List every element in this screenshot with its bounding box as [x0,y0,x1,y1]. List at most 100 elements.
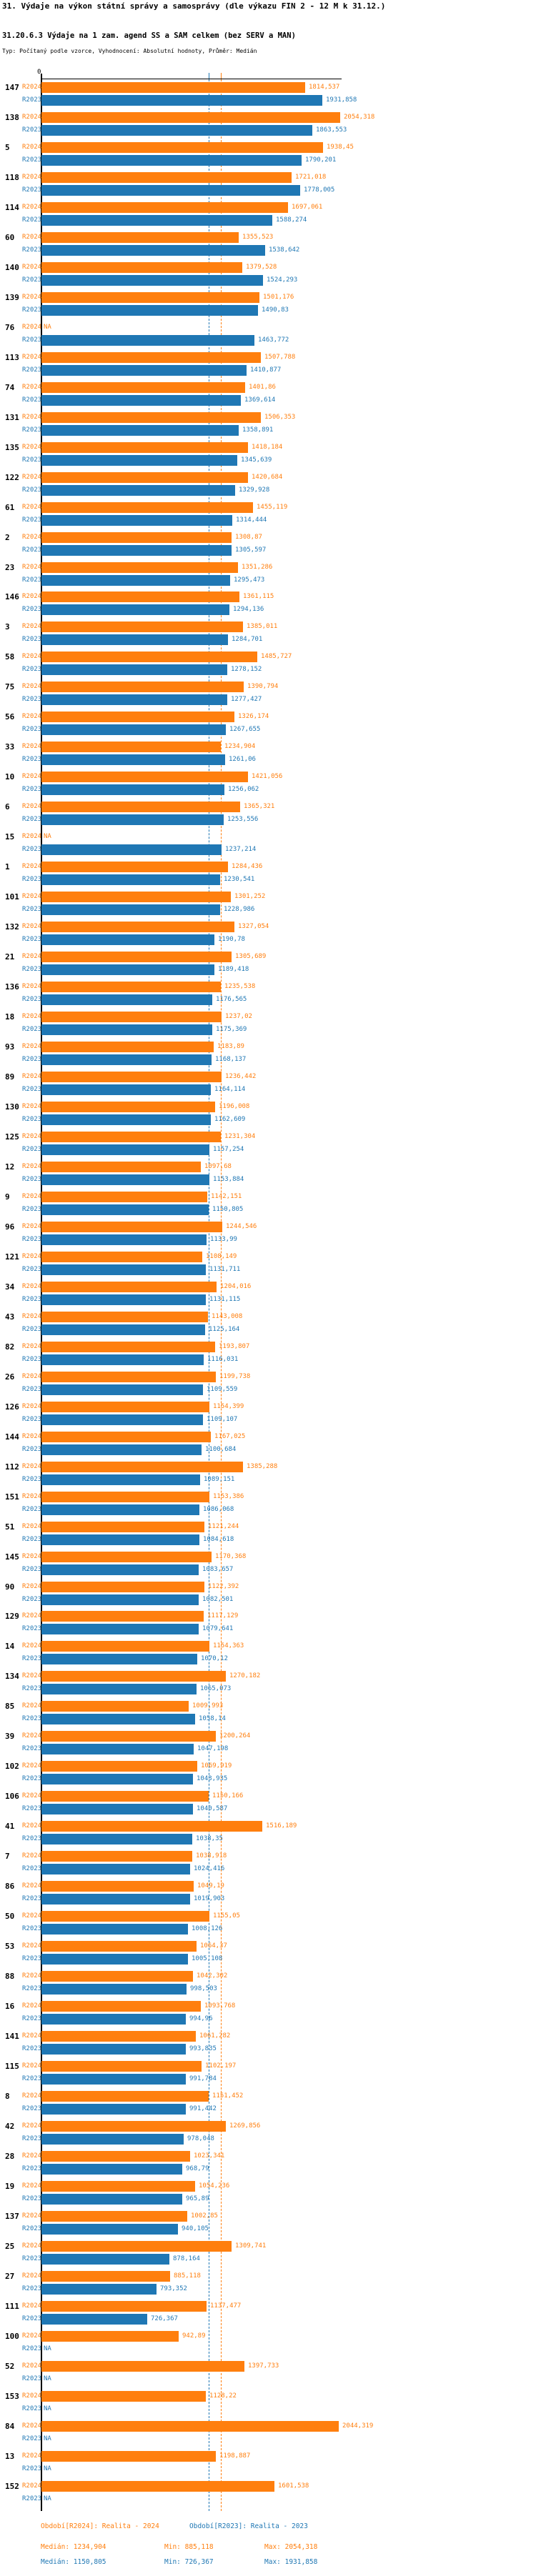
value-label-r2023: 1305,597 [235,546,267,554]
chart-row-group: 136 R2024 1235,538 R2023 1176,565 [0,982,536,1012]
value-label-r2024: 1142,151 [211,1193,242,1200]
row-id-label: 106 [5,1792,19,1801]
bar-r2023 [41,724,226,735]
bar-r2023 [41,1834,192,1844]
chart-row-group: 28 R2024 1023,341 R2023 968,79 [0,2151,536,2181]
series-label-r2024: R2024 [22,84,42,91]
value-label-r2023: 1345,639 [241,456,272,464]
row-id-label: 3 [5,622,10,631]
value-label-r2024: 1270,182 [229,1672,261,1679]
series-label-r2024: R2024 [22,713,42,720]
series-label-r2023: R2023 [22,396,42,404]
series-label-r2023: R2023 [22,1326,42,1333]
row-id-label: 130 [5,1102,19,1112]
value-label-r2023: 1038,35 [196,1835,223,1842]
series-label-r2024: R2024 [22,1523,42,1530]
bar-r2023 [41,395,241,406]
chart-row-group: 126 R2024 1154,399 R2023 1109,107 [0,1402,536,1432]
series-label-r2023: R2023 [22,1176,42,1183]
bar-r2023 [41,125,312,136]
bar-r2024 [41,112,340,123]
series-label-r2024: R2024 [22,564,42,571]
bar-r2023 [41,2284,157,2295]
chart-row-group: 86 R2024 1049,19 R2023 1019,903 [0,1881,536,1911]
series-label-r2024: R2024 [22,1732,42,1739]
value-label-r2024: 1269,856 [229,2122,261,2130]
series-label-r2023: R2023 [22,1026,42,1033]
row-id-label: 102 [5,1762,19,1771]
row-id-label: 137 [5,2212,19,2221]
series-label-r2024: R2024 [22,1702,42,1709]
value-label-r2024: 942,89 [182,2332,206,2340]
series-label-r2024: R2024 [22,1373,42,1380]
bar-r2024 [41,621,243,632]
series-label-r2024: R2024 [22,2032,42,2040]
bar-r2023 [41,425,239,436]
series-label-r2024: R2024 [22,534,42,541]
series-label-r2024: R2024 [22,2362,42,2370]
row-id-label: 113 [5,353,19,362]
bar-r2024 [41,1282,217,1292]
bar-r2023 [41,2014,186,2025]
bar-r2024 [41,1372,216,1382]
series-label-r2024: R2024 [22,1073,42,1080]
value-label-r2023: 1931,858 [326,96,357,104]
row-id-label: 111 [5,2302,19,2311]
bar-r2024 [41,982,221,992]
row-id-label: 76 [5,323,15,332]
value-label-r2023: 1295,473 [234,576,265,584]
value-label-r2023: 1100,684 [205,1446,237,1453]
chart-row-group: 130 R2024 1196,008 R2023 1162,609 [0,1102,536,1132]
row-id-label: 8 [5,2092,10,2101]
series-label-r2023: R2023 [22,726,42,733]
series-label-r2024: R2024 [22,414,42,421]
value-label-r2023: 1131,115 [209,1296,241,1303]
bar-r2024 [41,1851,192,1862]
series-label-r2023: R2023 [22,546,42,554]
bar-r2024 [41,82,305,93]
bar-r2024 [41,1072,222,1082]
value-label-r2023: 994,96 [189,2015,213,2022]
na-label-r2024: NA [44,324,51,331]
series-label-r2024: R2024 [22,2152,42,2160]
row-id-label: 13 [5,2452,15,2461]
value-label-r2024: 1038,918 [196,1852,227,1859]
value-label-r2024: 1235,538 [224,983,256,990]
row-id-label: 6 [5,802,10,812]
row-id-label: 39 [5,1732,15,1741]
chart-row-group: 6 R2024 1365,321 R2023 1253,556 [0,802,536,832]
chart-row-group: 112 R2024 1385,288 R2023 1089,151 [0,1462,536,1492]
series-label-r2023: R2023 [22,1476,42,1483]
value-label-r2024: 1069,919 [201,1762,232,1769]
value-label-r2023: 1237,214 [225,846,257,853]
value-label-r2023: 1329,928 [239,486,270,494]
series-label-r2023: R2023 [22,2375,42,2382]
row-id-label: 34 [5,1282,15,1292]
bar-r2023 [41,1354,204,1365]
bar-r2023 [41,1174,209,1185]
series-label-r2023: R2023 [22,966,42,973]
bar-r2024 [41,2151,190,2162]
value-label-r2024: 1121,244 [208,1523,239,1530]
value-label-r2023: 1131,711 [209,1266,241,1273]
bar-r2023 [41,1444,202,1455]
value-label-r2023: 1190,78 [218,936,245,943]
chart-row-group: 3 R2024 1385,011 R2023 1284,701 [0,621,536,652]
chart-row-group: 100 R2024 942,89 R2023 NA [0,2331,536,2361]
legend-median-r2024: Medián: 1234,904 [41,2543,106,2551]
row-id-label: 146 [5,592,19,601]
row-id-label: 134 [5,1672,19,1681]
series-label-r2023: R2023 [22,246,42,254]
series-label-r2023: R2023 [22,936,42,943]
na-label-r2023: NA [44,2345,51,2352]
chart-row-group: 42 R2024 1269,856 R2023 978,048 [0,2121,536,2151]
bar-r2024 [41,2421,339,2432]
row-id-label: 41 [5,1822,15,1831]
value-label-r2024: 1355,523 [242,234,274,241]
value-label-r2024: 1137,477 [210,2302,242,2310]
chart-row-group: 50 R2024 1155,05 R2023 1008,126 [0,1911,536,1941]
row-id-label: 151 [5,1492,19,1502]
legend-min-r2023: Min: 726,367 [164,2558,214,2566]
bar-r2023 [41,934,214,945]
value-label-r2023: 1256,062 [228,786,259,793]
